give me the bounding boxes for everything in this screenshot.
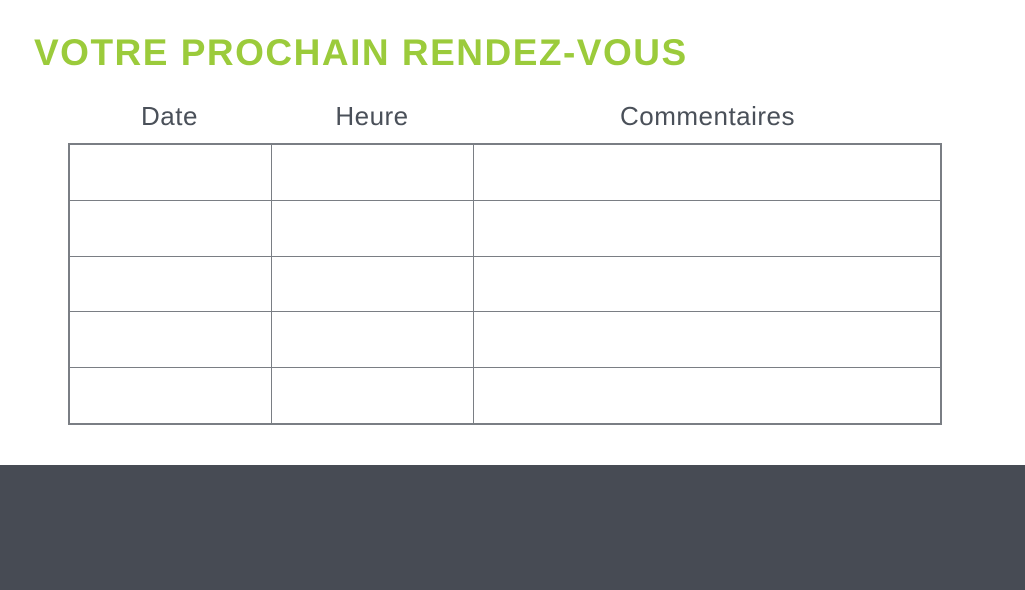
table-cell-date	[70, 312, 271, 367]
table-cell-date	[70, 201, 271, 256]
table-cell-date	[70, 368, 271, 423]
table-row	[70, 311, 940, 368]
table-cell-heure	[271, 312, 473, 368]
table-cell-commentaires	[473, 256, 940, 312]
table-cell-heure	[271, 368, 473, 423]
table-cell-date	[70, 145, 271, 200]
table-cell-commentaires	[473, 312, 940, 368]
table-cell-heure	[271, 145, 473, 200]
page-title: VOTRE PROCHAIN RENDEZ-VOUS	[34, 32, 688, 73]
table-row	[70, 145, 940, 200]
column-header-date: Date	[141, 101, 198, 131]
column-header-heure: Heure	[335, 101, 409, 131]
table-cell-commentaires	[473, 145, 940, 200]
table-cell-heure	[271, 256, 473, 312]
table-cell-heure	[271, 200, 473, 256]
table-cell-commentaires	[473, 368, 940, 423]
table-cell-date	[70, 257, 271, 312]
table-column-headers: Date Heure Commentaires	[68, 100, 942, 132]
footer-bar	[0, 465, 1025, 590]
table-row	[70, 255, 940, 312]
appointments-table	[68, 143, 942, 425]
table-row	[70, 367, 940, 423]
column-header-commentaires: Commentaires	[619, 101, 796, 131]
table-cell-commentaires	[473, 200, 940, 256]
table-row	[70, 199, 940, 256]
